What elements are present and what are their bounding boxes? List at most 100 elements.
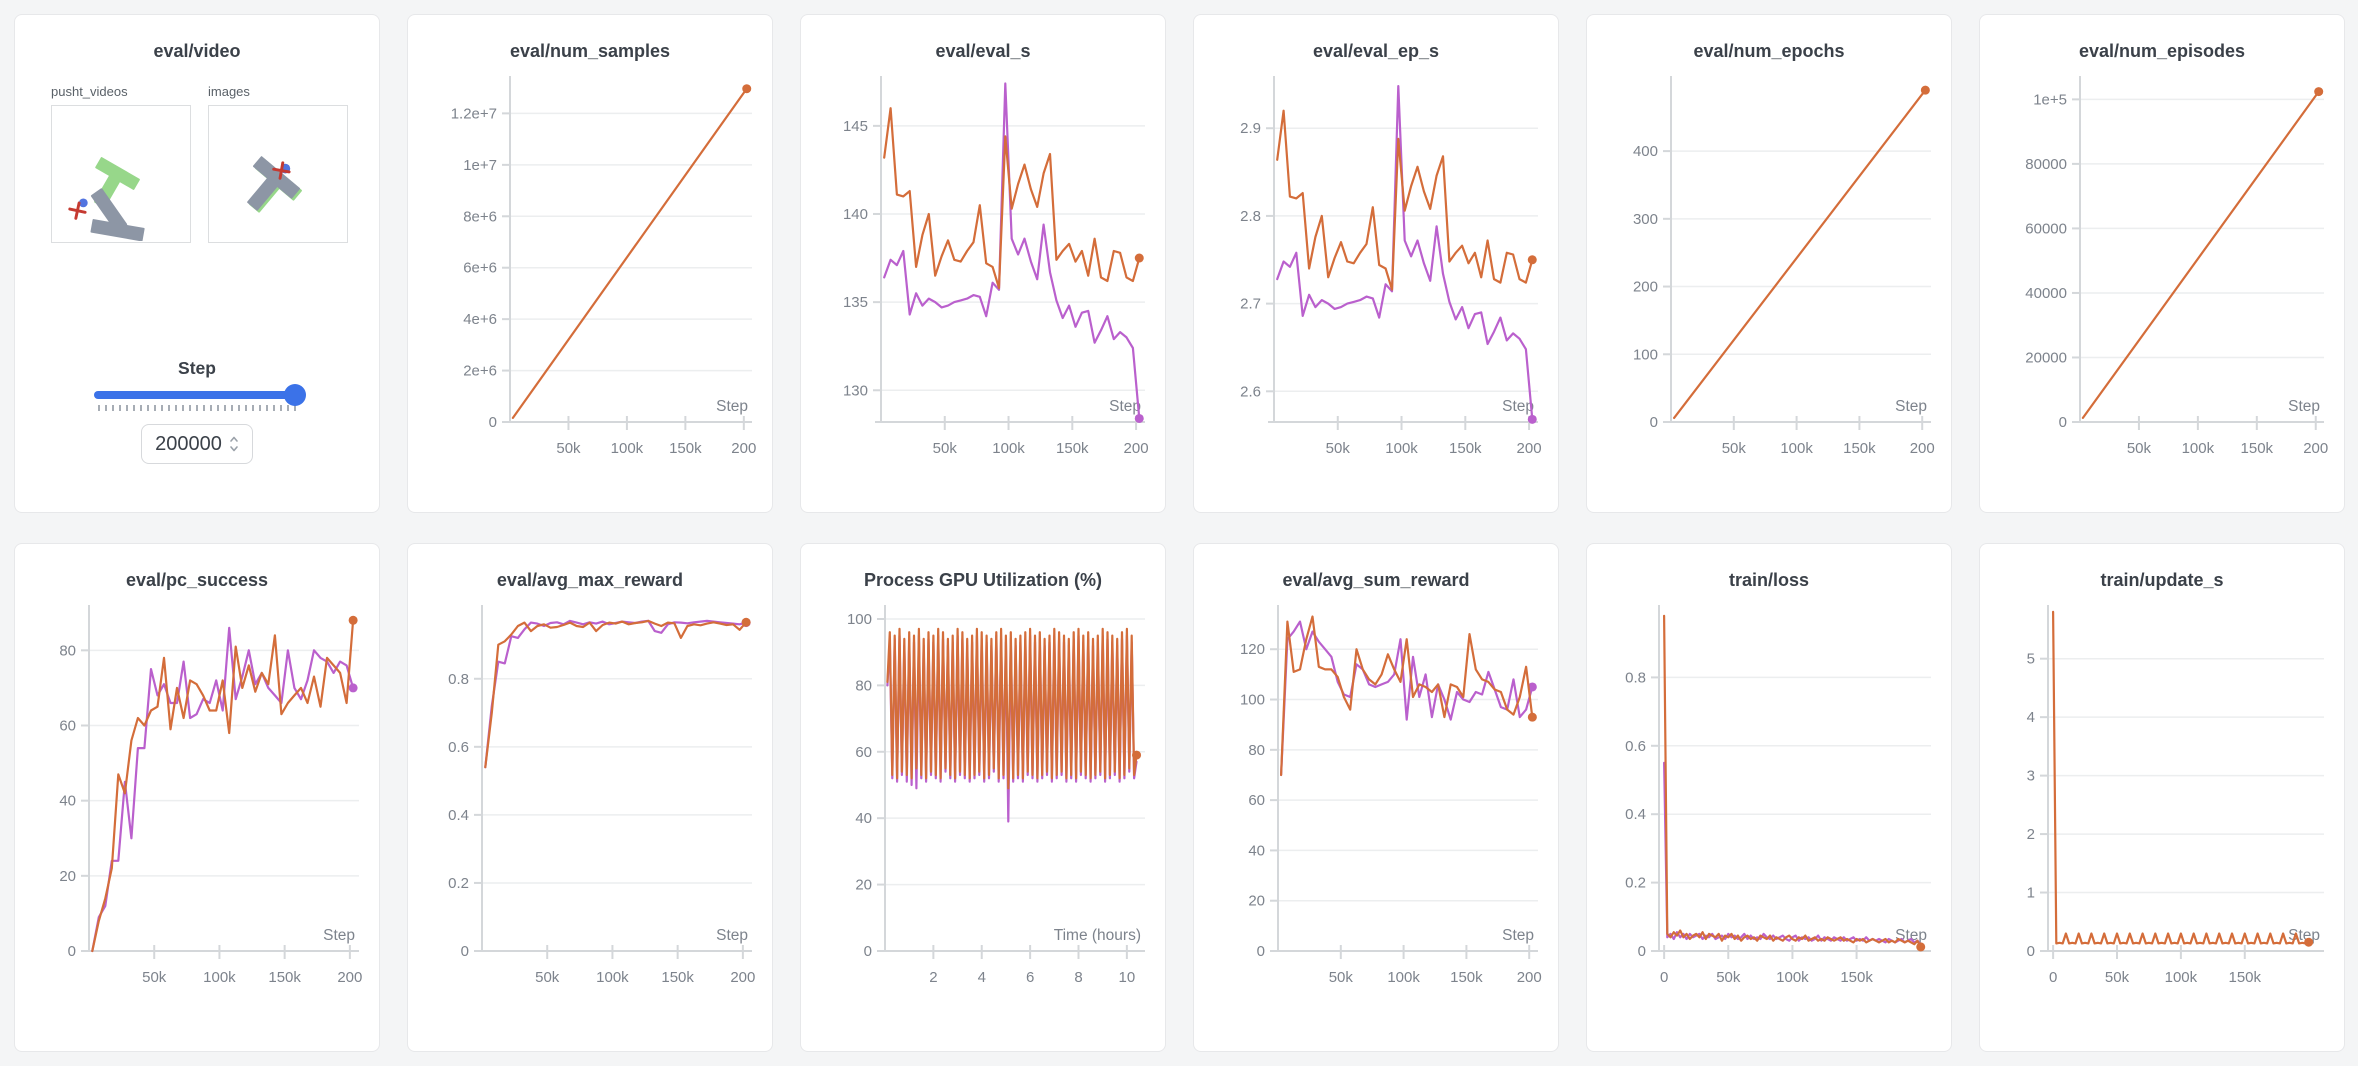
x-tick-label: 150k (669, 440, 702, 457)
y-tick-label: 40000 (2025, 285, 2067, 302)
x-tick-label: 8 (1074, 969, 1082, 986)
x-tick-label: 50k (933, 440, 958, 457)
chart-canvas[interactable]: 0 20 40 60 80 100 120 50k 100k 150k 200 Step (1206, 599, 1546, 1001)
x-tick-label: 0 (2049, 969, 2057, 986)
x-tick-label: 200 (731, 440, 756, 457)
agent-dot-icon (78, 198, 88, 208)
images-thumbnail[interactable] (208, 105, 348, 243)
panel-eval-pc-success: eval/pc_success 0 20 40 60 80 50k 100k 150k 200 St… (14, 543, 380, 1052)
series-line-run-orange (511, 87, 748, 419)
x-tick-label: 2 (929, 969, 937, 986)
y-tick-label: 140 (843, 206, 868, 223)
x-axis-label: Time (hours) (1054, 927, 1141, 944)
y-tick-label: 3 (2027, 768, 2035, 785)
series-end-dot-run-orange (1920, 85, 1930, 95)
panel-eval-avg-max-reward: eval/avg_max_reward 0 0.2 0.4 0.6 0.8 50k 100k 1… (407, 543, 773, 1052)
panel-process-gpu-utilization: Process GPU Utilization (%) 0 20 40 60 80 100 2… (800, 543, 1166, 1052)
series-end-dot-run-orange (1527, 712, 1537, 722)
media-thumbnails: pusht_videos (27, 84, 348, 243)
series-line-run-purple (91, 626, 355, 953)
step-slider[interactable] (94, 384, 306, 411)
series-end-dot-run-purple (1134, 413, 1144, 423)
series-line-run-orange (2081, 90, 2320, 419)
thumbnail-label: images (208, 84, 250, 99)
series-end-dot-run-orange (1527, 255, 1537, 265)
y-tick-label: 0 (1638, 943, 1646, 960)
x-tick-label: 50k (535, 969, 560, 986)
y-tick-label: 4e+6 (463, 311, 497, 328)
pusht-videos-thumbnail[interactable] (51, 105, 191, 243)
x-tick-label: 200 (2303, 440, 2328, 457)
series-end-dot-run-orange (1916, 942, 1926, 952)
number-stepper-icon[interactable] (229, 434, 239, 454)
series-line-run-purple (1276, 85, 1534, 421)
series-end-dot-run-orange (1134, 253, 1144, 263)
x-tick-label: 50k (1326, 440, 1351, 457)
y-tick-label: 40 (59, 793, 76, 810)
y-tick-label: 60 (855, 744, 872, 761)
x-tick-label: 150k (1840, 969, 1873, 986)
y-tick-label: 300 (1633, 211, 1658, 228)
y-tick-label: 0 (68, 943, 76, 960)
y-tick-label: 120 (1240, 641, 1265, 658)
series-line-run-orange (1279, 615, 1534, 777)
panel-eval-eval-ep-s: eval/eval_ep_s 2.6 2.7 2.8 2.9 50k 100k 150k 200… (1193, 14, 1559, 513)
chart-title: eval/eval_s (935, 41, 1031, 61)
slider-track[interactable] (94, 384, 306, 406)
images-frame (247, 156, 302, 213)
x-axis-label: Step (1109, 398, 1141, 415)
y-tick-label: 2e+6 (463, 363, 497, 380)
y-tick-label: 80000 (2025, 156, 2067, 173)
panel-train-update-s: train/update_s 0 1 2 3 4 5 0 50k 100k 150k Step (1979, 543, 2345, 1052)
chart-canvas[interactable]: 0 2e+6 4e+6 6e+6 8e+6 1e+7 1.2e+7 50k 100k 150k 20… (420, 70, 760, 472)
x-tick-label: 150k (661, 969, 694, 986)
chart-canvas[interactable]: 0 20000 40000 60000 80000 1e+5 50k 100k 150k 200 S… (1992, 70, 2332, 472)
chart-title: eval/num_episodes (2078, 41, 2246, 61)
y-tick-label: 1 (2027, 885, 2035, 902)
panel-eval-video: eval/video pusht_videos (14, 14, 380, 513)
y-tick-label: 0 (2059, 414, 2067, 431)
x-tick-label: 100k (2165, 969, 2198, 986)
step-input[interactable]: 200000 (141, 424, 253, 464)
y-tick-label: 60 (59, 718, 76, 735)
series-end-dot-run-orange (742, 84, 752, 94)
x-tick-label: 50k (1716, 969, 1741, 986)
y-tick-label: 20 (855, 877, 872, 894)
chart-canvas[interactable]: 0 100 200 300 400 50k 100k 150k 200 Step (1599, 70, 1939, 472)
y-tick-label: 400 (1633, 143, 1658, 160)
chart-canvas[interactable]: 2.6 2.7 2.8 2.9 50k 100k 150k 200 Step (1206, 70, 1546, 472)
panel-eval-num-samples: eval/num_samples 0 2e+6 4e+6 6e+6 8e+6 1e+7 1.2… (407, 14, 773, 513)
x-tick-label: 150k (1449, 440, 1482, 457)
y-tick-label: 0 (489, 414, 497, 431)
y-tick-label: 40 (855, 810, 872, 827)
chart-canvas[interactable]: 130 135 140 145 50k 100k 150k 200 Step (813, 70, 1153, 472)
series-line-run-orange (2051, 610, 2310, 945)
series-line-run-purple (1279, 620, 1534, 777)
chart-title: eval/avg_sum_reward (1282, 570, 1470, 590)
chart-title: train/update_s (2100, 570, 2224, 590)
chart-canvas[interactable]: 0 20 40 60 80 50k 100k 150k 200 Step (27, 599, 367, 1001)
pusht-videos-figure: pusht_videos (51, 84, 191, 243)
x-tick-label: 0 (1660, 969, 1668, 986)
slider-knob[interactable] (284, 384, 306, 406)
chart-title: Process GPU Utilization (%) (863, 570, 1103, 590)
y-tick-label: 8e+6 (463, 208, 497, 225)
x-tick-label: 150k (268, 969, 301, 986)
y-tick-label: 80 (855, 677, 872, 694)
x-tick-label: 100k (1776, 969, 1809, 986)
x-tick-label: 200 (1910, 440, 1935, 457)
chart-canvas[interactable]: 0 0.2 0.4 0.6 0.8 50k 100k 150k 200 Step (420, 599, 760, 1001)
step-slider-label: Step (178, 358, 216, 378)
panel-eval-num-epochs: eval/num_epochs 0 100 200 300 400 50k 100k 150k 2… (1586, 14, 1952, 513)
y-tick-label: 100 (847, 611, 872, 628)
y-tick-label: 60000 (2025, 220, 2067, 237)
x-tick-label: 50k (1722, 440, 1747, 457)
x-axis-label: Step (1502, 398, 1534, 415)
x-tick-label: 200 (337, 969, 362, 986)
series-end-dot-run-orange (1132, 750, 1142, 760)
chart-canvas[interactable]: 0 20 40 60 80 100 2 4 6 8 10 Time (hours) (813, 599, 1153, 1001)
y-tick-label: 0 (864, 943, 872, 960)
